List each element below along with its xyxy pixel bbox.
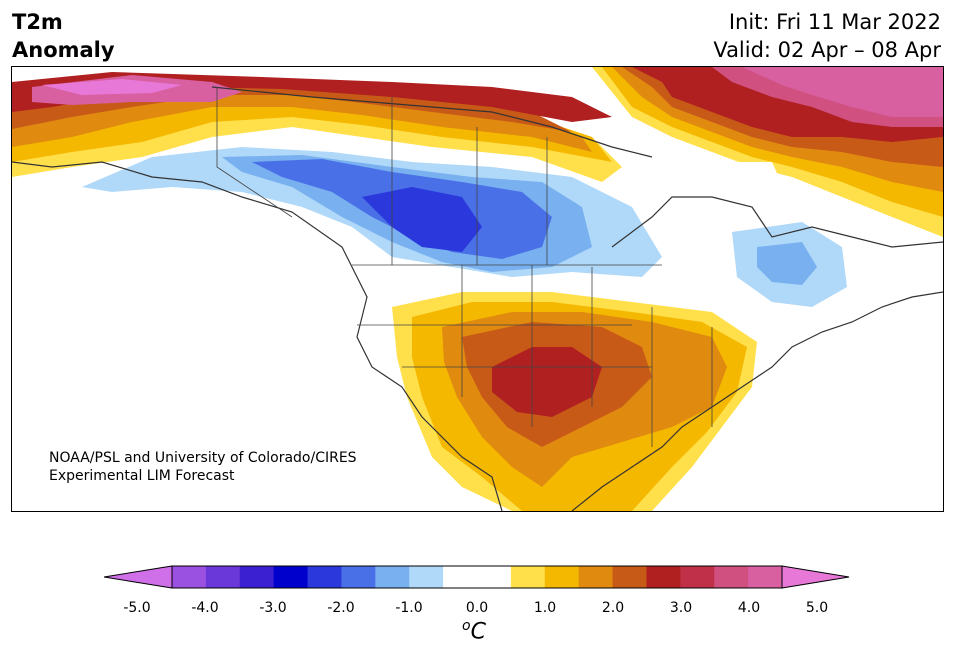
colorbar-segment [172, 566, 207, 588]
colorbar-segment [443, 566, 478, 588]
colorbar-segment [273, 566, 309, 588]
colorbar-extend-high [781, 565, 850, 589]
init-date: Init: Fri 11 Mar 2022 [728, 10, 941, 34]
credit-line-1: NOAA/PSL and University of Colorado/CIRE… [49, 450, 357, 466]
colorbar-tick-label: 0.0 [465, 600, 489, 616]
colorbar-tick-label: -3.0 [259, 600, 287, 616]
colorbar-border [171, 565, 783, 589]
colorbar-tick-label: 1.0 [533, 600, 557, 616]
map-title: T2m Anomaly [12, 8, 115, 64]
colorbar-segment [375, 566, 410, 588]
colorbar-extend-low [104, 565, 173, 589]
colorbar-tick-label: 5.0 [805, 600, 829, 616]
unit-degree: o [462, 618, 471, 634]
colorbar-tick-label: 2.0 [601, 600, 625, 616]
colorbar-tick-label: -1.0 [395, 600, 423, 616]
valid-range: Valid: 02 Apr – 08 Apr [713, 38, 941, 62]
borders [216, 87, 713, 447]
colorbar-segment [510, 566, 546, 588]
unit-letter: C [470, 619, 486, 645]
colorbar-segment [714, 566, 749, 588]
credit-text: NOAA/PSL and University of Colorado/CIRE… [49, 449, 357, 485]
title-variable: T2m [12, 10, 63, 34]
colorbar-segment [612, 566, 647, 588]
colorbar-tick-label: 3.0 [669, 600, 693, 616]
credit-line-2: Experimental LIM Forecast [49, 468, 235, 484]
colorbar-segment [307, 566, 342, 588]
colorbar-tick-label: -4.0 [191, 600, 219, 616]
colorbar-segment [239, 566, 275, 588]
colorbar-segment [578, 566, 614, 588]
colorbar-segment [341, 566, 376, 588]
colorbar-tick-label: 4.0 [737, 600, 761, 616]
colorbar-tick-label: -2.0 [327, 600, 355, 616]
colorbar-tick-label: -5.0 [123, 600, 151, 616]
colorbar-unit: oC [462, 618, 486, 644]
colorbar-segment [544, 566, 580, 588]
anomaly-map [11, 66, 944, 512]
map-canvas [12, 67, 943, 511]
forecast-dates: Init: Fri 11 Mar 2022 Valid: 02 Apr – 08… [713, 8, 941, 64]
colorbar-segment [748, 566, 783, 588]
colorbar-segment [409, 566, 444, 588]
colorbar-segment [205, 566, 241, 588]
coastlines [12, 86, 943, 511]
colorbar [104, 565, 850, 589]
colorbar-segment [646, 566, 681, 588]
colorbar-segment [477, 566, 512, 588]
title-quantity: Anomaly [12, 38, 115, 62]
colorbar-segment [680, 566, 715, 588]
